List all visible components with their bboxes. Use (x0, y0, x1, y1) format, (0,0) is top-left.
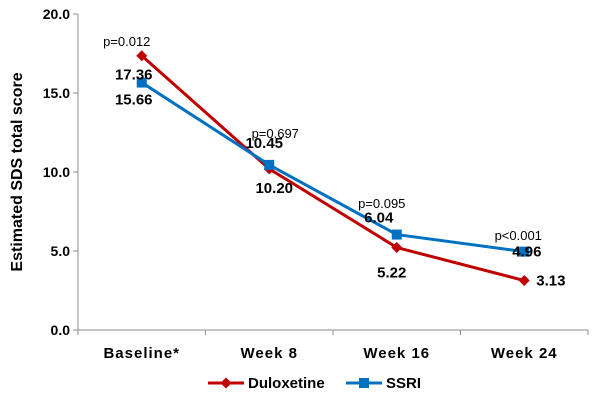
data-label-ssri: 6.04 (364, 210, 394, 227)
legend-label-duloxetine: Duloxetine (248, 375, 325, 392)
series-line-ssri (140, 81, 525, 254)
axes (73, 13, 589, 335)
data-label-ssri: 15.66 (115, 92, 153, 109)
x-tick-labels: Baseline* Week 8 Week 16 Week 24 (103, 345, 558, 362)
legend: Duloxetine SSRI (208, 375, 421, 392)
data-point-ssri (264, 159, 275, 170)
y-tick-label: 20.0 (43, 6, 70, 22)
data-label-duloxetine: 3.13 (536, 273, 565, 290)
data-point-ssri (519, 246, 530, 257)
data-labels: 17.36 10.20 5.22 3.13 15.66 10.45 6.04 4.96 (115, 67, 565, 290)
x-tick-label: Week 8 (241, 345, 298, 362)
series-line-duloxetine (140, 54, 525, 282)
data-label-ssri: 4.96 (512, 244, 541, 261)
p-value-annotation: p=0.012 (103, 34, 150, 49)
x-tick-label: Week 24 (491, 345, 558, 362)
data-point-ssri (391, 229, 402, 240)
data-label-ssri: 10.45 (245, 135, 283, 152)
y-tick-labels: 0.0 5.0 10.0 15.0 20.0 (43, 6, 70, 338)
data-point-duloxetine (391, 242, 403, 254)
p-value-annotation: p=0.095 (358, 196, 405, 211)
y-tick-label: 15.0 (43, 85, 70, 101)
legend-marker-ssri (359, 378, 369, 388)
legend-marker-duloxetine (220, 377, 232, 389)
y-tick-label: 10.0 (43, 164, 70, 180)
p-value-annotation: p<0.001 (495, 228, 542, 243)
data-label-duloxetine: 10.20 (255, 180, 293, 197)
data-point-duloxetine (136, 50, 148, 62)
data-label-duloxetine: 17.36 (115, 67, 153, 84)
x-tick-label: Week 16 (363, 345, 430, 362)
x-tick-label: Baseline* (103, 345, 180, 362)
p-value-annotation: p=0.697 (252, 126, 299, 141)
data-point-duloxetine (518, 275, 530, 287)
y-tick-label: 0.0 (51, 322, 71, 338)
y-axis-label: Estimated SDS total score (9, 72, 26, 271)
data-label-duloxetine: 5.22 (377, 265, 406, 282)
series-group (136, 50, 530, 287)
legend-label-ssri: SSRI (386, 375, 421, 392)
data-point-ssri (136, 77, 147, 88)
p-value-annotations: p=0.012 p=0.697 p=0.095 p<0.001 (103, 34, 542, 243)
y-tick-label: 5.0 (51, 243, 71, 259)
